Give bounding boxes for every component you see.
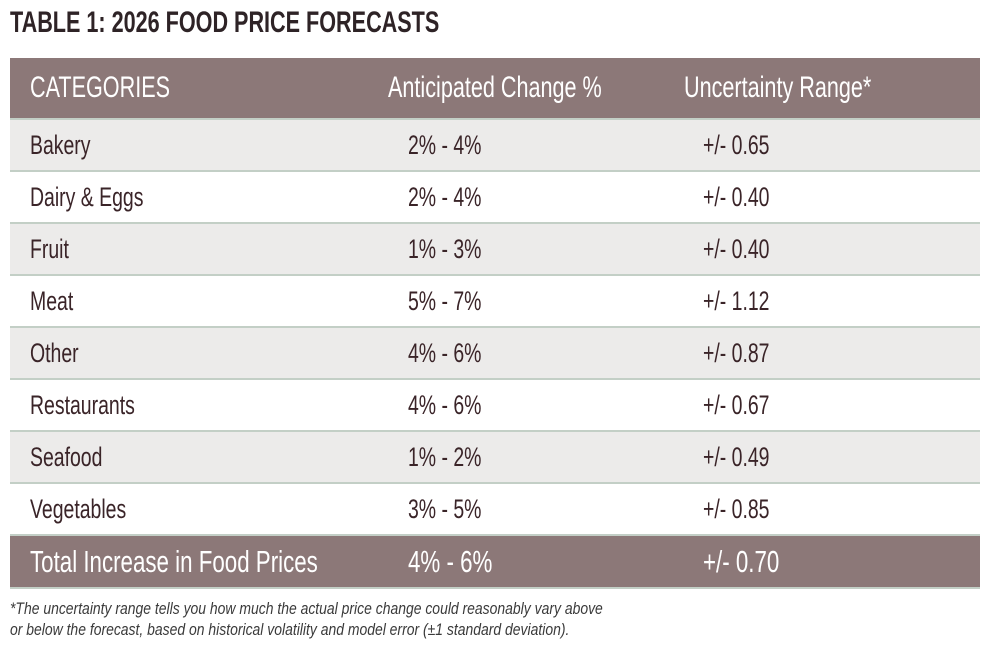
table-header-row: CATEGORIES Anticipated Change % Uncertai… bbox=[10, 58, 980, 120]
total-uncertainty: +/- 0.70 bbox=[703, 543, 780, 579]
category-cell: Bakery bbox=[30, 129, 91, 160]
uncertainty-cell: +/- 0.40 bbox=[703, 181, 770, 212]
category-cell: Other bbox=[30, 337, 79, 368]
table-title: TABLE 1: 2026 FOOD PRICE FORECASTS bbox=[10, 6, 440, 39]
table-row: Vegetables 3% - 5% +/- 0.85 bbox=[10, 484, 980, 536]
uncertainty-cell: +/- 0.67 bbox=[703, 389, 770, 420]
header-categories: CATEGORIES bbox=[30, 71, 171, 104]
category-cell: Dairy & Eggs bbox=[30, 181, 144, 212]
change-cell: 4% - 6% bbox=[408, 337, 482, 368]
table-total-row: Total Increase in Food Prices 4% - 6% +/… bbox=[10, 536, 980, 589]
uncertainty-cell: +/- 0.65 bbox=[703, 129, 770, 160]
change-cell: 2% - 4% bbox=[408, 181, 482, 212]
category-cell: Meat bbox=[30, 285, 74, 316]
category-cell: Vegetables bbox=[30, 493, 127, 524]
table-row: Bakery 2% - 4% +/- 0.65 bbox=[10, 120, 980, 172]
uncertainty-cell: +/- 0.87 bbox=[703, 337, 770, 368]
footnote: *The uncertainty range tells you how muc… bbox=[10, 599, 603, 639]
change-cell: 5% - 7% bbox=[408, 285, 482, 316]
change-cell: 1% - 3% bbox=[408, 233, 482, 264]
table-row: Other 4% - 6% +/- 0.87 bbox=[10, 328, 980, 380]
table-row: Restaurants 4% - 6% +/- 0.67 bbox=[10, 380, 980, 432]
forecast-table: CATEGORIES Anticipated Change % Uncertai… bbox=[10, 58, 980, 589]
change-cell: 4% - 6% bbox=[408, 389, 482, 420]
category-cell: Restaurants bbox=[30, 389, 135, 420]
total-label: Total Increase in Food Prices bbox=[30, 543, 318, 579]
header-uncertainty-range: Uncertainty Range* bbox=[684, 71, 872, 104]
change-cell: 2% - 4% bbox=[408, 129, 482, 160]
header-anticipated-change: Anticipated Change % bbox=[388, 71, 602, 104]
uncertainty-cell: +/- 0.40 bbox=[703, 233, 770, 264]
category-cell: Seafood bbox=[30, 441, 103, 472]
change-cell: 1% - 2% bbox=[408, 441, 482, 472]
table-row: Dairy & Eggs 2% - 4% +/- 0.40 bbox=[10, 172, 980, 224]
change-cell: 3% - 5% bbox=[408, 493, 482, 524]
uncertainty-cell: +/- 0.49 bbox=[703, 441, 770, 472]
uncertainty-cell: +/- 1.12 bbox=[703, 285, 770, 316]
table-row: Meat 5% - 7% +/- 1.12 bbox=[10, 276, 980, 328]
uncertainty-cell: +/- 0.85 bbox=[703, 493, 770, 524]
category-cell: Fruit bbox=[30, 233, 69, 264]
total-change: 4% - 6% bbox=[408, 543, 493, 579]
table-row: Seafood 1% - 2% +/- 0.49 bbox=[10, 432, 980, 484]
table-row: Fruit 1% - 3% +/- 0.40 bbox=[10, 224, 980, 276]
